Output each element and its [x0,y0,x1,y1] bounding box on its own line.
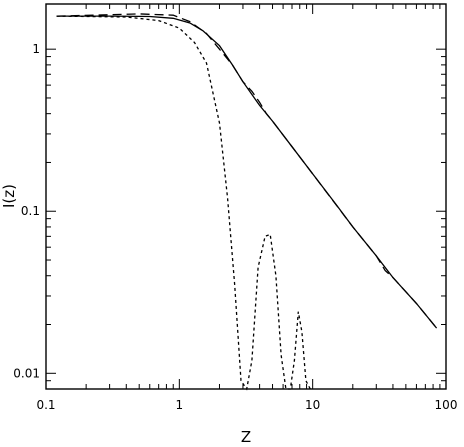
series-line-solid [56,15,438,329]
y-tick-label: 1 [32,42,40,56]
x-tick-label: 1 [176,398,184,412]
tick-labels: 0.1 1 10 100 0.01 0.1 1 [13,42,457,412]
series-line-dashed [56,13,438,329]
x-tick-label: 0.1 [36,398,55,412]
y-tick-label: 0.1 [21,204,40,218]
x-axis-label: Z [241,428,251,446]
y-axis-label: I(z) [0,184,18,208]
series-line-dotted [56,15,311,391]
y-tick-label: 0.01 [13,366,40,380]
x-tick-label: 10 [305,398,320,412]
axis-ticks [45,4,447,390]
series-lines [56,13,438,391]
plot-frame [45,3,447,390]
x-tick-label: 100 [435,398,458,412]
